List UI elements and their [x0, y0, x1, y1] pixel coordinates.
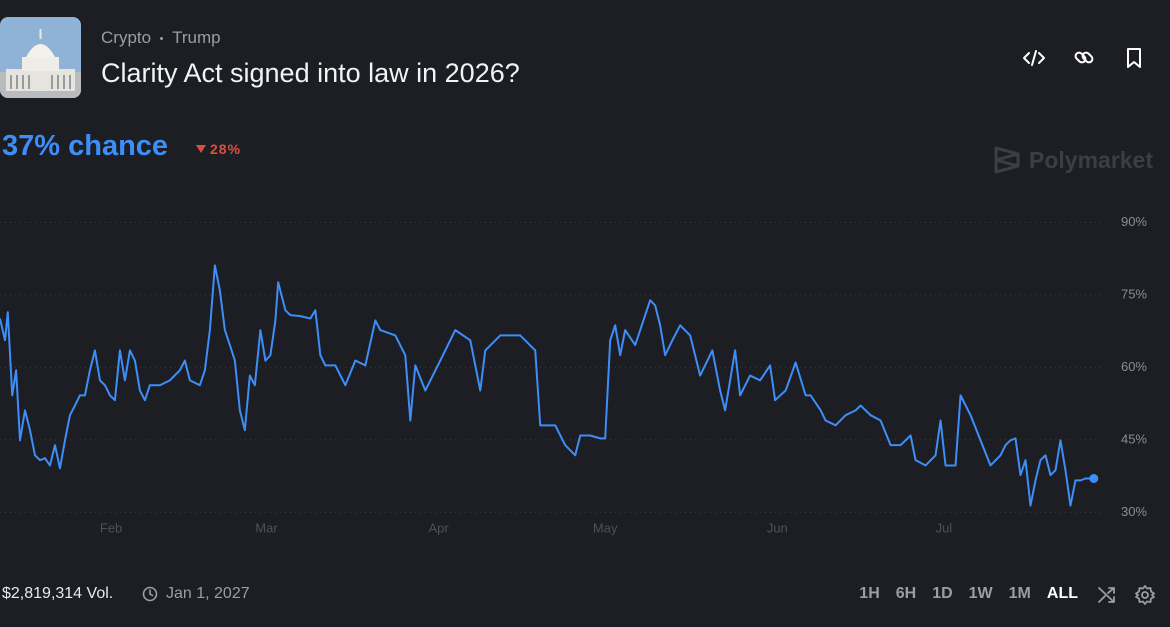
y-tick-label: 90% — [1121, 214, 1147, 229]
x-tick-label: Jun — [767, 520, 788, 535]
x-tick-label: Feb — [100, 520, 122, 535]
end-date: Jan 1, 2027 — [142, 585, 250, 603]
end-date-text: Jan 1, 2027 — [166, 585, 250, 602]
x-tick-label: Apr — [429, 520, 450, 535]
range-button[interactable]: 6H — [895, 585, 917, 602]
last-point — [1089, 474, 1099, 483]
shuffle-button[interactable] — [1096, 584, 1118, 606]
market-image — [0, 17, 81, 98]
breadcrumb[interactable]: Crypto — [101, 28, 152, 47]
range-button[interactable]: 1H — [859, 585, 880, 602]
y-tick-label: 30% — [1121, 504, 1147, 519]
x-tick-label: Jul — [936, 520, 953, 535]
watermark: Polymarket — [993, 145, 1153, 175]
change: 28% — [196, 141, 241, 157]
volume: $2,819,314 Vol. — [2, 585, 114, 602]
bookmark-button[interactable] — [1121, 45, 1147, 71]
change-value: 28% — [210, 141, 242, 157]
breadcrumbs: Crypto Trump — [101, 28, 221, 48]
range-button[interactable]: 1D — [932, 585, 953, 602]
clock-icon — [142, 586, 158, 602]
range-button[interactable]: 1M — [1008, 585, 1031, 602]
x-tick-label: May — [593, 520, 618, 535]
embed-button[interactable] — [1021, 45, 1047, 71]
settings-button[interactable] — [1134, 584, 1156, 606]
link-button[interactable] — [1071, 45, 1097, 71]
y-tick-label: 60% — [1121, 359, 1147, 374]
down-arrow — [196, 145, 206, 153]
range-button[interactable]: ALL — [1046, 585, 1078, 602]
y-tick-label: 75% — [1121, 286, 1147, 301]
price-line — [0, 264, 1094, 507]
chance: 37% chance — [2, 130, 169, 162]
range-selector: 1H 6H 1D 1W 1M ALL — [843, 585, 1078, 603]
market-title: Clarity Act signed into law in 2026? — [101, 58, 520, 88]
brand-logo — [994, 146, 1020, 174]
y-tick-label: 45% — [1121, 431, 1147, 446]
capitol-picture — [0, 17, 81, 98]
brand-name: Polymarket — [1029, 146, 1154, 173]
breadcrumb[interactable]: Trump — [172, 28, 221, 47]
x-tick-label: Mar — [255, 520, 278, 535]
separator — [160, 36, 164, 40]
range-button[interactable]: 1W — [968, 585, 993, 602]
chart: 30% 45% 60% 75% 90% Feb Mar Apr May Jun Jul — [0, 214, 1147, 535]
